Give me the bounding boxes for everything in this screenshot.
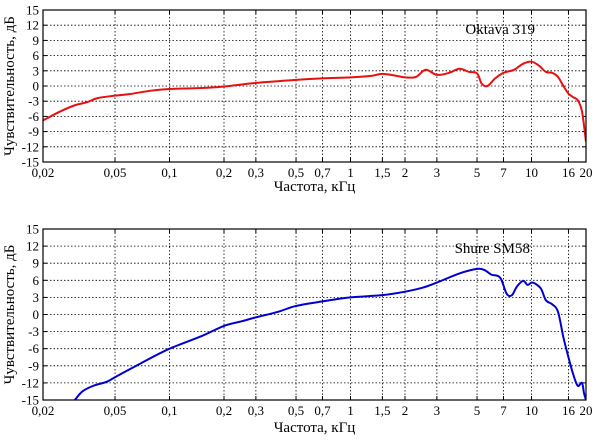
y-tick-label: -15 [22, 393, 39, 408]
y-tick-label: 6 [33, 48, 40, 63]
x-tick-label: 20 [580, 165, 593, 180]
x-tick-label: 0,1 [161, 165, 177, 180]
x-tick-label: 1,5 [374, 165, 390, 180]
y-tick-label: 3 [33, 290, 40, 305]
x-tick-label: 0,7 [314, 165, 331, 180]
y-tick-label: 15 [26, 3, 39, 18]
x-tick-label: 0,5 [288, 165, 304, 180]
y-tick-label: -6 [28, 341, 39, 356]
y-tick-label: 3 [33, 63, 40, 78]
y-tick-label: 6 [33, 273, 40, 288]
series-line [43, 60, 586, 142]
y-axis-label: Чувствительность, дБ [2, 245, 18, 385]
y-tick-label: 9 [33, 256, 40, 271]
x-axis-label: Частота, кГц [274, 179, 356, 195]
y-tick-label: -3 [28, 94, 39, 109]
x-tick-label: 5 [474, 165, 481, 180]
x-tick-label: 3 [434, 403, 441, 418]
x-tick-label: 7 [500, 403, 507, 418]
y-axis-label: Чувствительность, дБ [2, 16, 18, 156]
x-tick-label: 0,5 [288, 403, 304, 418]
x-tick-label: 16 [562, 403, 576, 418]
x-tick-label: 16 [562, 165, 576, 180]
y-tick-label: -12 [22, 139, 39, 154]
x-tick-label: 1 [347, 165, 354, 180]
x-tick-label: 2 [402, 165, 409, 180]
y-tick-label: -3 [28, 324, 39, 339]
plot-frame [42, 9, 587, 163]
y-tick-label: -6 [28, 109, 39, 124]
y-tick-label: -9 [28, 124, 39, 139]
x-tick-label: 0,2 [216, 403, 232, 418]
series-line [74, 267, 586, 400]
legend-label: Oktava 319 [465, 22, 535, 38]
y-tick-label: 0 [33, 79, 40, 94]
x-tick-label: 0,02 [32, 403, 55, 418]
x-tick-label: 5 [474, 403, 481, 418]
x-tick-label: 0,3 [248, 403, 264, 418]
y-tick-label: 15 [26, 222, 39, 237]
x-axis-label: Частота, кГц [274, 420, 356, 436]
x-tick-label: 2 [402, 403, 409, 418]
grid [43, 10, 586, 162]
x-tick-label: 10 [525, 165, 538, 180]
y-tick-label: 12 [26, 239, 39, 254]
x-tick-label: 0,3 [248, 165, 264, 180]
legend-label: Shure SM58 [455, 241, 530, 257]
plot-frame [42, 228, 587, 401]
x-tick-label: 7 [500, 165, 507, 180]
x-tick-label: 0,02 [32, 165, 55, 180]
chart-oktava-319: 0,02 0,05 0,1 0,2 0,3 0,5 0,7 1 1,5 2 3 5 7 10 16 20 -15… [2, 3, 593, 196]
y-tick-label: 9 [33, 33, 40, 48]
x-tick-label: 0,05 [104, 165, 127, 180]
x-tick-label: 0,2 [216, 165, 232, 180]
y-tick-label: 12 [26, 18, 39, 33]
x-tick-label: 20 [580, 403, 593, 418]
chart-shure-sm58: 0,02 0,05 0,1 0,2 0,3 0,5 0,7 1 1,5 2 3 5 7 10 16 20 -15… [2, 222, 593, 437]
x-tick-label: 3 [434, 165, 441, 180]
x-tick-label: 0,1 [161, 403, 177, 418]
x-tick-label: 1,5 [374, 403, 390, 418]
x-tick-label: 0,7 [314, 403, 331, 418]
grid [43, 229, 586, 400]
y-tick-label: -9 [28, 358, 39, 373]
y-tick-label: -12 [22, 375, 39, 390]
y-tick-label: 0 [33, 307, 40, 322]
x-tick-label: 10 [525, 403, 538, 418]
x-tick-label: 0,05 [104, 403, 127, 418]
y-tick-label: -15 [22, 155, 39, 170]
x-tick-label: 1 [347, 403, 354, 418]
